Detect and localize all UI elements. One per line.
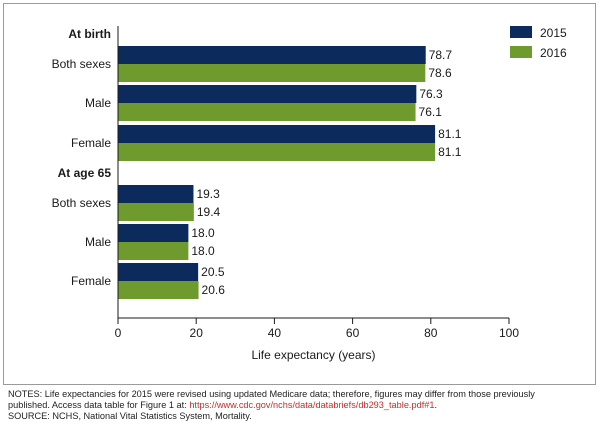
data-label: 20.5 xyxy=(201,265,225,279)
notes-line-2-suffix: . xyxy=(434,400,438,410)
x-tick-label: 80 xyxy=(424,326,438,340)
category-label: Male xyxy=(85,96,111,110)
bar-2015 xyxy=(118,185,194,203)
bar-2015 xyxy=(118,263,199,281)
data-label: 81.1 xyxy=(438,127,462,141)
data-label: 81.1 xyxy=(438,145,462,159)
x-tick-label: 60 xyxy=(346,326,360,340)
data-table-link[interactable]: https://www.cdc.gov/nchs/data/databriefs… xyxy=(189,400,435,410)
category-label: Female xyxy=(71,274,111,288)
data-label: 18.0 xyxy=(191,226,215,240)
data-label: 20.6 xyxy=(202,283,226,297)
data-label: 76.1 xyxy=(419,105,443,119)
data-label: 18.0 xyxy=(191,244,215,258)
x-tick-label: 0 xyxy=(115,326,122,340)
life-expectancy-bar-chart: At birth Both sexes 78.7 78.6 Male 76.3 76.1 Fe… xyxy=(52,26,567,362)
data-label: 78.6 xyxy=(428,66,452,80)
data-label: 19.3 xyxy=(196,187,220,201)
category-label: Male xyxy=(85,235,111,249)
data-label: 76.3 xyxy=(419,87,443,101)
category-label: Female xyxy=(71,136,111,150)
notes-line-2-prefix: published. Access data table for Figure … xyxy=(8,400,190,410)
legend-swatch-2016 xyxy=(510,46,532,58)
bar-2016 xyxy=(118,242,189,260)
x-tick-label: 100 xyxy=(499,326,519,340)
group-label-2: At age 65 xyxy=(58,166,112,180)
bar-2016 xyxy=(118,203,194,221)
notes-line-1: NOTES: Life expectancies for 2015 were r… xyxy=(8,389,535,399)
x-tick-label: 20 xyxy=(190,326,204,340)
bar-2016 xyxy=(118,103,416,121)
figure-frame xyxy=(3,3,596,385)
bar-2015 xyxy=(118,224,189,242)
bar-2016 xyxy=(118,143,436,161)
legend-label-2016: 2016 xyxy=(540,46,567,60)
legend-swatch-2015 xyxy=(510,26,532,38)
data-label: 78.7 xyxy=(429,48,453,62)
bar-2015 xyxy=(118,46,426,64)
data-label: 19.4 xyxy=(197,205,221,219)
notes-source: SOURCE: NCHS, National Vital Statistics … xyxy=(8,411,252,421)
figure-notes: NOTES: Life expectancies for 2015 were r… xyxy=(8,389,598,422)
category-label: Both sexes xyxy=(52,57,111,71)
notes-line-2: published. Access data table for Figure … xyxy=(8,400,598,411)
bar-2016 xyxy=(118,64,426,82)
x-axis-title: Life expectancy (years) xyxy=(251,348,375,362)
group-label-1: At birth xyxy=(68,27,111,41)
legend-label-2015: 2015 xyxy=(540,26,567,40)
bar-2015 xyxy=(118,125,436,143)
category-label: Both sexes xyxy=(52,196,111,210)
bar-2016 xyxy=(118,281,199,299)
x-tick-label: 40 xyxy=(268,326,282,340)
bar-2015 xyxy=(118,85,417,103)
